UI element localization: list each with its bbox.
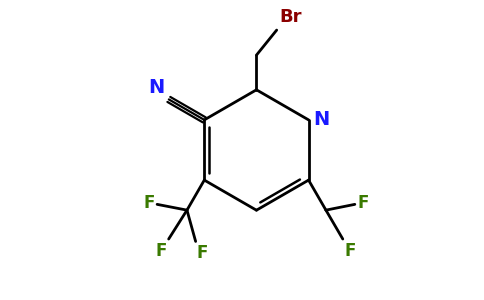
Text: Br: Br (279, 8, 302, 26)
Text: N: N (148, 78, 164, 97)
Text: F: F (143, 194, 155, 212)
Text: F: F (155, 242, 167, 260)
Text: F: F (345, 242, 356, 260)
Text: F: F (357, 194, 369, 212)
Text: N: N (314, 110, 330, 129)
Text: F: F (197, 244, 208, 262)
